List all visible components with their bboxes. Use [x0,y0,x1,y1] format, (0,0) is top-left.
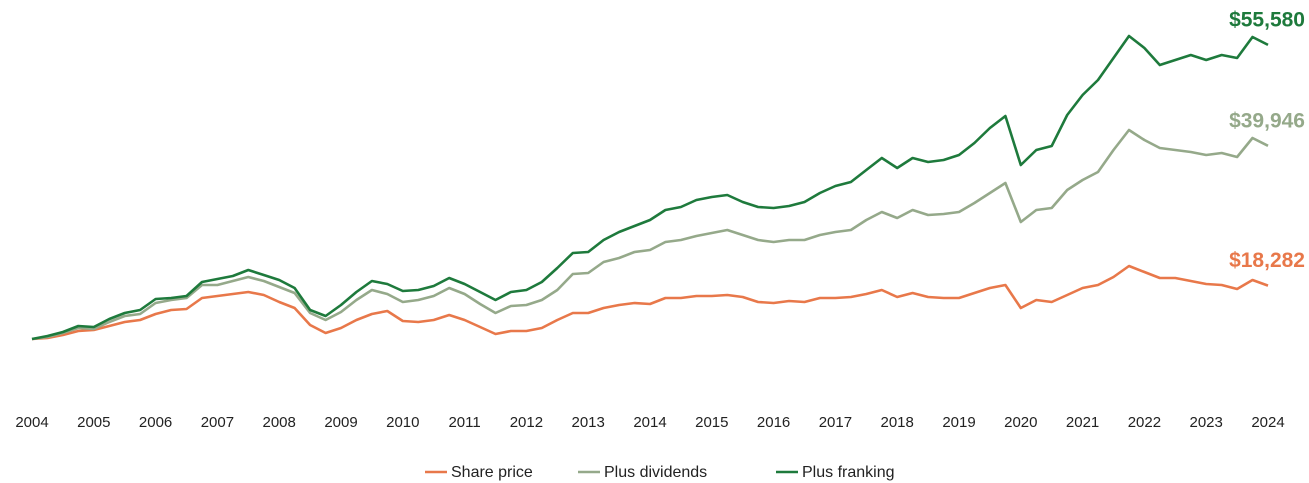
x-tick-label: 2015 [695,414,728,431]
x-tick-label: 2005 [77,414,110,431]
x-tick-label: 2017 [819,414,852,431]
end-label: $39,946 [1229,109,1305,132]
series-line [31,128,1269,341]
x-tick-label: 2011 [448,414,480,431]
series-line [31,34,1269,341]
x-tick-label: 2012 [510,414,543,431]
x-tick-label: 2009 [324,414,357,431]
x-tick-label: 2022 [1128,414,1161,431]
end-label: $18,282 [1229,249,1305,272]
x-tick-label: 2021 [1066,414,1099,431]
legend-label: Plus franking [802,464,895,481]
x-tick-label: 2020 [1004,414,1037,431]
x-tick-label: 2013 [572,414,605,431]
x-tick-label: 2007 [201,414,234,431]
x-tick-label: 2006 [139,414,172,431]
legend-label: Plus dividends [604,464,707,481]
x-tick-label: 2019 [942,414,975,431]
x-tick-label: 2018 [881,414,914,431]
x-tick-label: 2014 [633,414,666,431]
x-tick-label: 2010 [386,414,419,431]
x-tick-label: 2016 [757,414,790,431]
x-tick-label: 2024 [1251,414,1284,431]
series-line [31,264,1269,341]
end-label: $55,580 [1229,8,1305,31]
x-tick-label: 2008 [263,414,296,431]
x-tick-label: 2023 [1190,414,1223,431]
legend-label: Share price [451,464,533,481]
x-tick-label: 2004 [15,414,48,431]
